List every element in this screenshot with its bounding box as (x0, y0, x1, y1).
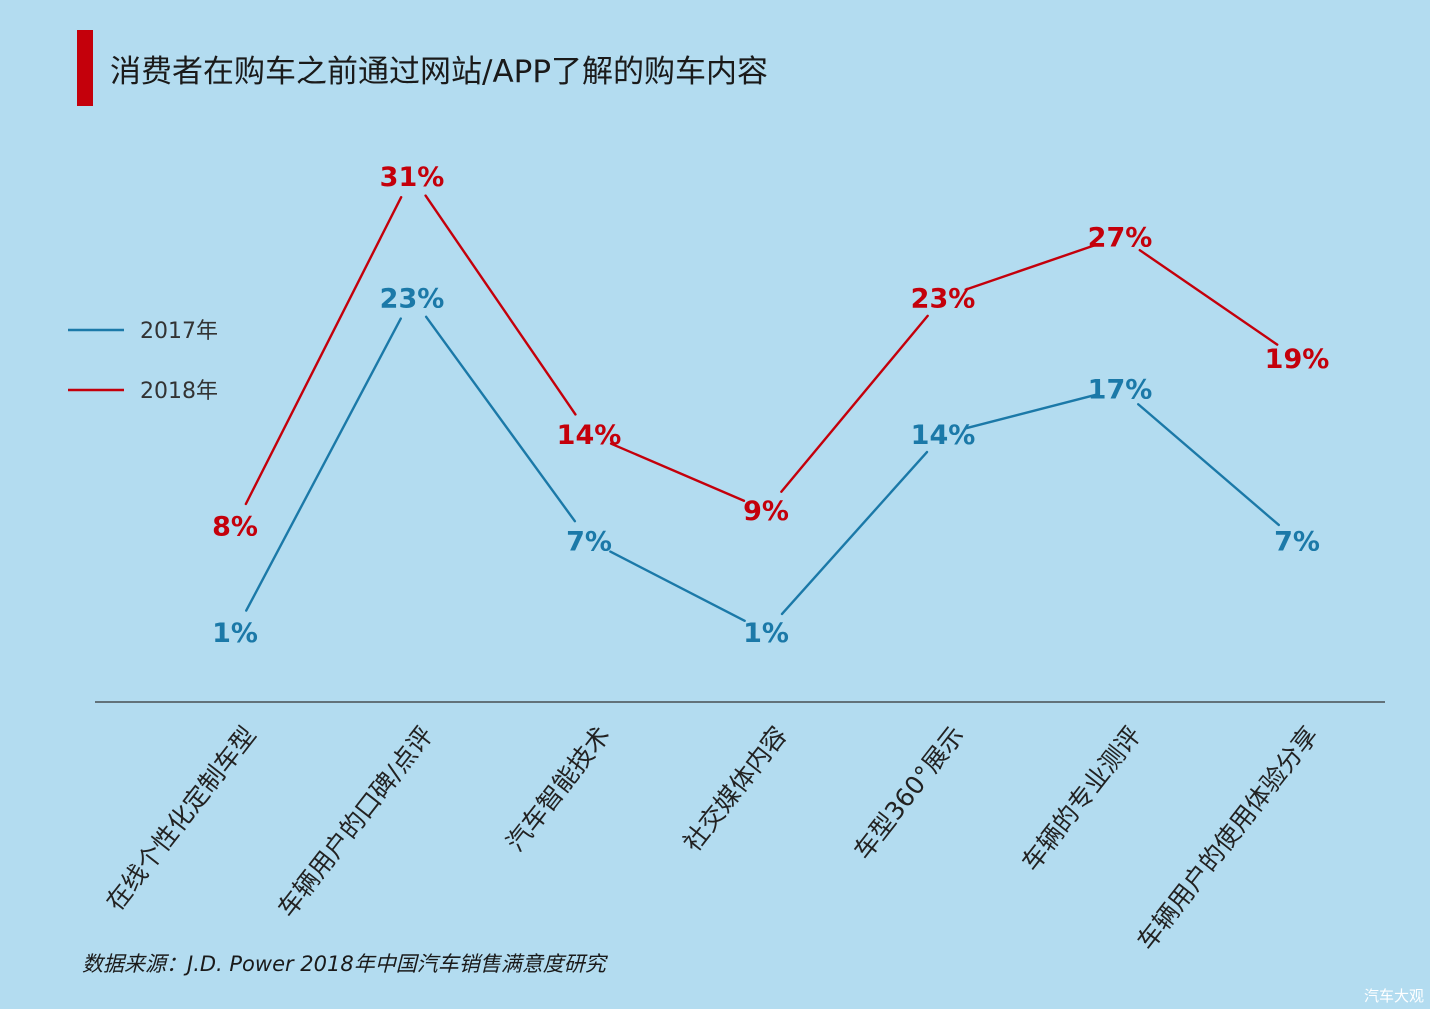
data-label: 17% (1088, 375, 1153, 406)
series-line-segment (1137, 403, 1280, 527)
data-label: 9% (743, 496, 789, 527)
series-line-segment (1138, 248, 1279, 346)
series-line-segment (609, 550, 746, 623)
data-label: 14% (557, 420, 622, 451)
legend-label: 2018年 (140, 379, 218, 404)
source-note: 数据来源：J.D. Power 2018年中国汽车销售满意度研究 (82, 952, 606, 976)
series-line-segment (244, 196, 403, 506)
data-label: 1% (212, 618, 258, 649)
data-label: 19% (1265, 344, 1330, 375)
series-line-segment (424, 194, 577, 416)
data-label: 14% (911, 420, 976, 451)
watermark: 汽车大观 (1363, 987, 1424, 1005)
x-tick-label: 车辆的专业测评 (1016, 721, 1147, 877)
data-label: 23% (911, 283, 976, 314)
x-tick-label: 车型360°展示 (848, 721, 969, 865)
series-line-segment (780, 450, 929, 616)
series-line-segment (780, 314, 929, 493)
data-label: 8% (212, 511, 258, 542)
x-tick-label: 车辆用户的使用体验分享 (1132, 721, 1324, 956)
title-accent-bar (77, 30, 93, 106)
series-line-segment (424, 315, 577, 523)
data-label: 7% (566, 527, 612, 558)
x-tick-label: 社交媒体内容 (678, 721, 793, 857)
data-label: 31% (380, 162, 445, 193)
series-line-segment (964, 243, 1099, 291)
legend-label: 2017年 (140, 319, 218, 344)
series-line-segment (965, 393, 1098, 430)
chart-title: 消费者在购车之前通过网站/APP了解的购车内容 (110, 54, 769, 90)
data-label: 1% (743, 618, 789, 649)
data-label: 7% (1274, 527, 1320, 558)
x-tick-label: 汽车智能技术 (501, 721, 616, 857)
series-line-segment (245, 317, 402, 612)
series-line-segment (609, 442, 746, 502)
data-label: 27% (1088, 223, 1153, 254)
x-tick-label: 在线个性化定制车型 (100, 721, 261, 916)
data-label: 23% (380, 283, 445, 314)
x-tick-label: 车辆用户的口碑/点评 (272, 721, 439, 923)
